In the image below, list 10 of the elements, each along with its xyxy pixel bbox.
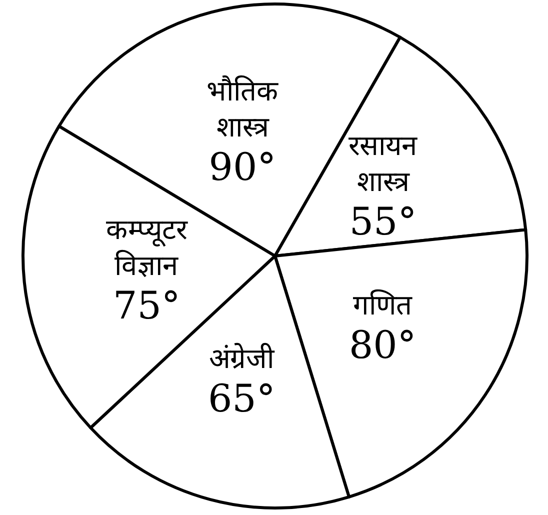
slice-label: कम्प्यूटर विज्ञान bbox=[106, 212, 188, 282]
data-label: 55° bbox=[349, 200, 417, 244]
data-label: 75° bbox=[113, 283, 180, 328]
slice-label: गणित bbox=[353, 288, 414, 322]
slice-label: भौतिक शास्त्र bbox=[206, 74, 278, 144]
slice-label: रसायन शास्त्र bbox=[348, 129, 418, 198]
data-label: 90° bbox=[208, 145, 276, 190]
slice-label: अंग्रेजी bbox=[209, 342, 276, 376]
data-label: 80° bbox=[348, 323, 416, 368]
data-label: 65° bbox=[208, 376, 276, 421]
